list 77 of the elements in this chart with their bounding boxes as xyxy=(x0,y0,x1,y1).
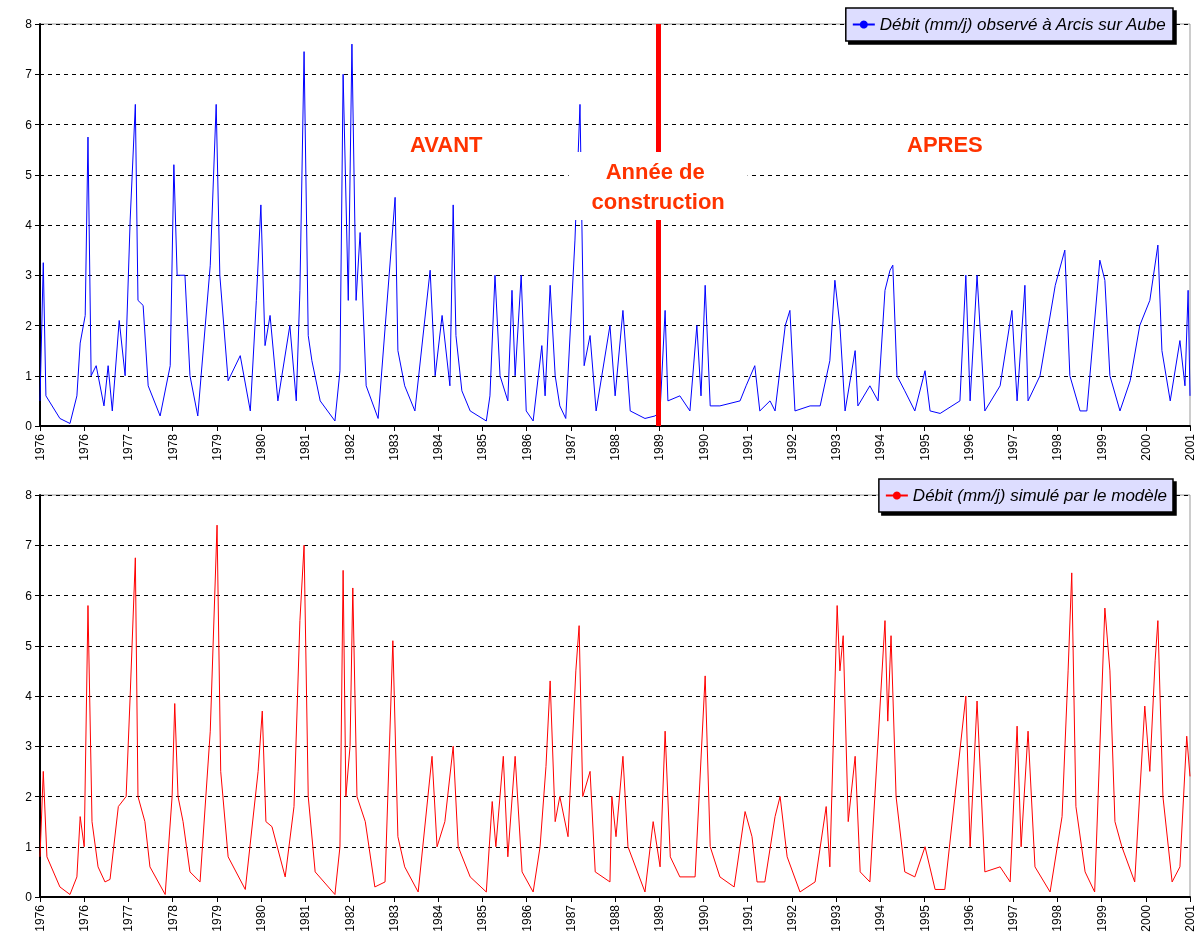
legend-label: Débit (mm/j) simulé par le modèle xyxy=(912,486,1168,505)
x-tick-label: 1989 xyxy=(652,904,667,932)
x-tick-label: 1992 xyxy=(784,904,799,932)
x-tick-label: 1984 xyxy=(431,433,446,461)
y-tick-label: 4 xyxy=(25,218,33,232)
x-tick-label: 1980 xyxy=(254,433,269,461)
x-tick-label: 1981 xyxy=(298,904,313,932)
x-tick-label: 1995 xyxy=(917,904,932,932)
y-tick-label: 2 xyxy=(25,318,33,333)
x-tick-label: 1976 xyxy=(33,433,47,461)
y-tick-label: 1 xyxy=(25,368,33,383)
x-tick-label: 1999 xyxy=(1094,904,1109,932)
x-tick-label: 1995 xyxy=(917,433,932,461)
x-tick-label: 1991 xyxy=(740,904,755,932)
x-tick-label: 1978 xyxy=(165,904,180,932)
x-tick-label: 1991 xyxy=(740,433,755,461)
x-tick-label: 1997 xyxy=(1006,904,1021,932)
x-tick-label: 1996 xyxy=(961,433,976,461)
x-tick-label: 2001 xyxy=(1183,433,1197,461)
y-tick-label: 0 xyxy=(25,419,33,433)
x-tick-label: 1984 xyxy=(431,904,446,932)
y-tick-label: 7 xyxy=(25,538,33,553)
y-tick-label: 4 xyxy=(25,689,33,703)
y-tick-label: 3 xyxy=(25,739,33,754)
x-tick-label: 1981 xyxy=(298,433,313,461)
x-tick-label: 1986 xyxy=(519,433,534,461)
x-tick-label: 1997 xyxy=(1006,433,1021,461)
x-tick-label: 2000 xyxy=(1138,904,1153,932)
x-tick-label: 1987 xyxy=(563,904,578,932)
x-tick-label: 1996 xyxy=(961,904,976,932)
y-tick-label: 7 xyxy=(25,67,33,82)
x-tick-label: 1982 xyxy=(342,904,357,932)
x-tick-label: 1990 xyxy=(696,433,711,461)
y-tick-label: 6 xyxy=(25,588,33,603)
ref-line-label: Année de construction xyxy=(591,158,725,214)
legend-label: Débit (mm/j) observé à Arcis sur Aube xyxy=(879,15,1166,34)
x-tick-label: 1999 xyxy=(1094,433,1109,461)
x-tick-label: 1994 xyxy=(873,904,888,932)
x-tick-label: 1992 xyxy=(784,433,799,461)
y-tick-label: 3 xyxy=(25,268,33,283)
y-tick-label: 0 xyxy=(25,890,33,904)
x-tick-label: 1979 xyxy=(209,433,224,461)
x-tick-label: 1976 xyxy=(77,904,92,932)
x-tick-label: 1986 xyxy=(519,904,534,932)
x-tick-label: 1998 xyxy=(1050,433,1065,461)
x-tick-label: 1985 xyxy=(475,433,490,461)
y-tick-label: 8 xyxy=(25,17,33,31)
y-tick-label: 5 xyxy=(25,167,33,182)
y-tick-label: 1 xyxy=(25,839,33,854)
x-tick-label: 1988 xyxy=(608,433,622,461)
y-tick-label: 8 xyxy=(25,488,33,502)
x-tick-label: 1993 xyxy=(829,904,844,932)
x-tick-label: 1983 xyxy=(386,433,401,461)
x-tick-label: 1982 xyxy=(342,433,357,461)
x-tick-label: 1990 xyxy=(696,904,711,932)
y-tick-label: 6 xyxy=(25,117,33,132)
x-tick-label: 1993 xyxy=(829,433,844,461)
x-tick-label: 1983 xyxy=(386,904,401,932)
x-tick-label: 1979 xyxy=(209,904,224,932)
x-tick-label: 2001 xyxy=(1183,904,1197,932)
annotation: AVANT xyxy=(410,131,484,157)
x-tick-label: 1980 xyxy=(254,904,269,932)
x-tick-label: 1978 xyxy=(165,433,180,461)
y-tick-label: 2 xyxy=(25,789,33,804)
y-tick-label: 5 xyxy=(25,638,33,653)
x-tick-label: 1998 xyxy=(1050,904,1065,932)
x-tick-label: 1994 xyxy=(873,433,888,461)
x-tick-label: 1988 xyxy=(608,904,622,932)
x-tick-label: 1976 xyxy=(77,433,92,461)
x-tick-label: 1989 xyxy=(652,433,667,461)
x-tick-label: 1985 xyxy=(475,904,490,932)
x-tick-label: 1976 xyxy=(33,904,47,932)
x-tick-label: 1977 xyxy=(121,904,136,932)
x-tick-label: 2000 xyxy=(1138,433,1153,461)
x-tick-label: 1987 xyxy=(563,433,578,461)
x-tick-label: 1977 xyxy=(121,433,136,461)
annotation: APRES xyxy=(907,131,983,157)
